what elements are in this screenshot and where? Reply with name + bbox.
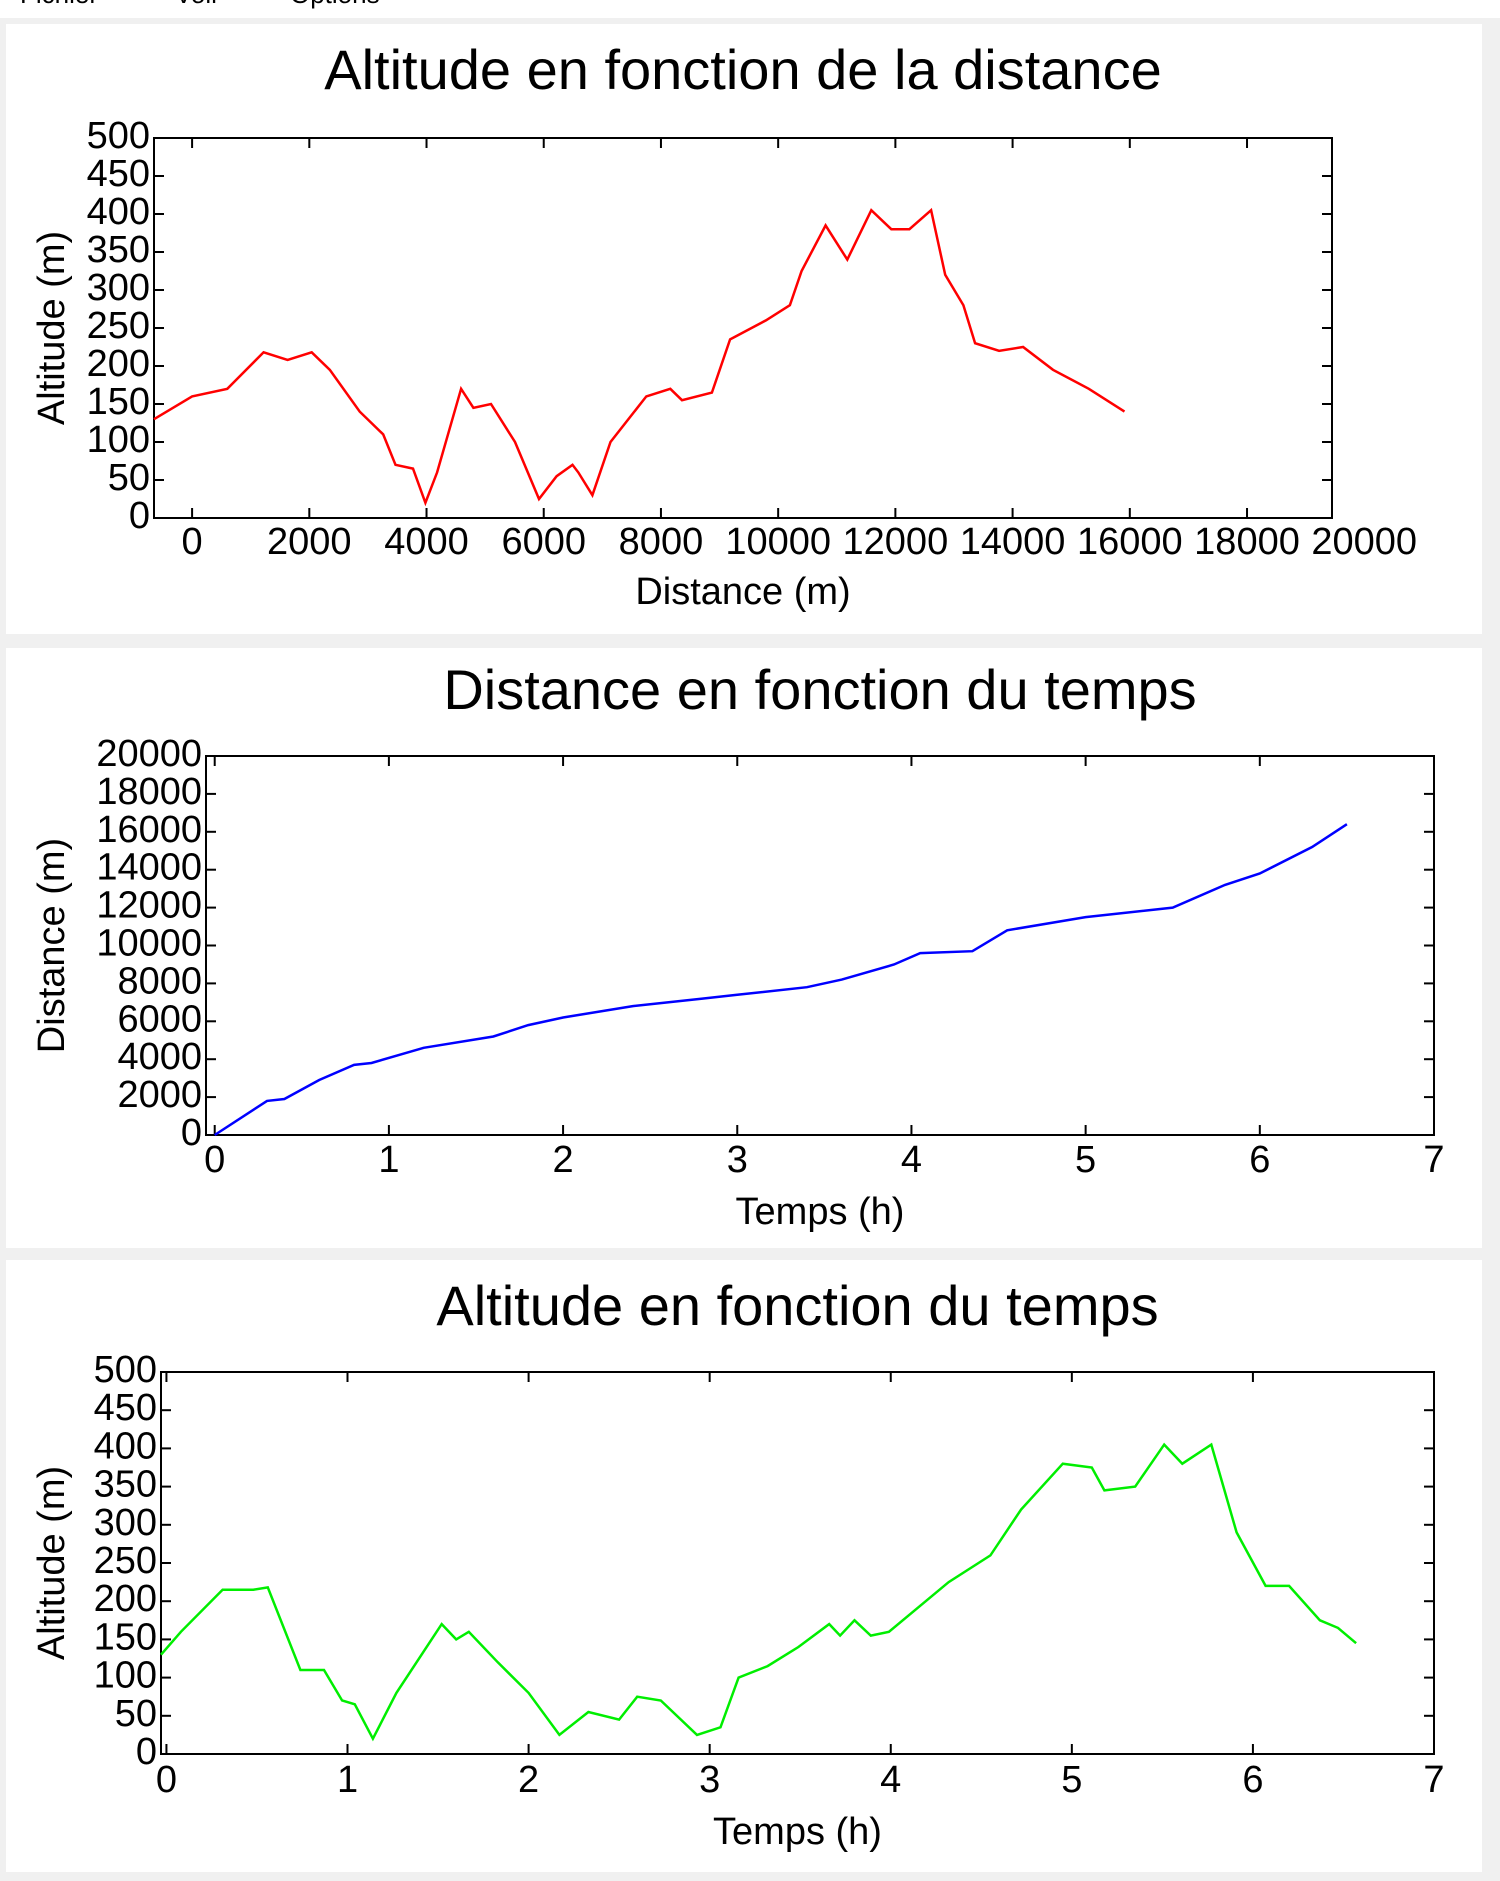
y-tick-label: 100 xyxy=(94,1655,157,1697)
x-tick-label: 2 xyxy=(518,1759,539,1801)
panel xyxy=(6,648,1482,1248)
x-tick-label: 7 xyxy=(1423,1139,1444,1181)
y-tick-label: 300 xyxy=(87,267,150,309)
x-axis-label: Temps (h) xyxy=(713,1811,882,1853)
x-axis-label: Distance (m) xyxy=(635,571,850,613)
x-tick-label: 2 xyxy=(553,1139,574,1181)
y-tick-label: 12000 xyxy=(96,885,202,927)
y-tick-label: 400 xyxy=(87,191,150,233)
plot-frame xyxy=(205,755,1435,1136)
x-axis-label: Temps (h) xyxy=(736,1191,905,1233)
y-axis-label: Altitude (m) xyxy=(31,1466,73,1660)
y-tick-label: 6000 xyxy=(117,998,202,1040)
panel xyxy=(6,1260,1482,1872)
y-tick-label: 14000 xyxy=(96,847,202,889)
y-tick-label: 16000 xyxy=(96,809,202,851)
y-tick-label: 250 xyxy=(87,305,150,347)
x-tick-label: 3 xyxy=(727,1139,748,1181)
plot-frame xyxy=(153,137,1333,519)
data-line xyxy=(153,207,1126,507)
x-tick-label: 7 xyxy=(1423,1759,1444,1801)
x-tick-label: 18000 xyxy=(1194,521,1300,563)
y-tick-label: 4000 xyxy=(117,1036,202,1078)
x-tick-label: 8000 xyxy=(619,521,704,563)
y-tick-label: 400 xyxy=(94,1425,157,1467)
x-tick-label: 6000 xyxy=(501,521,586,563)
data-line xyxy=(160,1442,1357,1742)
x-tick-label: 5 xyxy=(1061,1759,1082,1801)
y-tick-label: 450 xyxy=(87,153,150,195)
y-tick-label: 2000 xyxy=(117,1074,202,1116)
x-tick-label: 12000 xyxy=(843,521,949,563)
y-tick-label: 100 xyxy=(87,419,150,461)
y-tick-label: 50 xyxy=(108,457,150,499)
y-tick-label: 20000 xyxy=(96,733,202,775)
chart-title: Distance en fonction du temps xyxy=(443,658,1196,721)
y-tick-label: 200 xyxy=(94,1578,157,1620)
y-tick-label: 200 xyxy=(87,343,150,385)
x-tick-label: 2000 xyxy=(267,521,352,563)
y-tick-label: 300 xyxy=(94,1502,157,1544)
y-tick-label: 18000 xyxy=(96,771,202,813)
x-tick-label: 4 xyxy=(880,1759,901,1801)
y-tick-label: 250 xyxy=(94,1540,157,1582)
x-tick-label: 6 xyxy=(1242,1759,1263,1801)
data-line xyxy=(214,823,1348,1137)
x-tick-label: 0 xyxy=(156,1759,177,1801)
menu-item[interactable]: Voir xyxy=(175,0,220,9)
menu-item[interactable]: Fichier xyxy=(20,0,98,9)
x-tick-label: 0 xyxy=(204,1139,225,1181)
x-tick-label: 1 xyxy=(337,1759,358,1801)
y-tick-label: 500 xyxy=(87,115,150,157)
x-tick-label: 1 xyxy=(378,1139,399,1181)
chart-title: Altitude en fonction du temps xyxy=(436,1274,1158,1337)
x-tick-label: 5 xyxy=(1075,1139,1096,1181)
x-tick-label: 4000 xyxy=(384,521,469,563)
x-tick-label: 10000 xyxy=(725,521,831,563)
menu-bar xyxy=(0,0,1500,18)
y-tick-label: 500 xyxy=(94,1349,157,1391)
menu-item[interactable]: Options xyxy=(290,0,380,9)
x-tick-label: 6 xyxy=(1249,1139,1270,1181)
y-tick-label: 150 xyxy=(94,1616,157,1658)
x-tick-label: 0 xyxy=(182,521,203,563)
y-tick-label: 50 xyxy=(115,1693,157,1735)
y-tick-label: 10000 xyxy=(96,923,202,965)
y-tick-label: 350 xyxy=(94,1464,157,1506)
x-tick-label: 16000 xyxy=(1077,521,1183,563)
y-axis-label: Altitude (m) xyxy=(31,231,73,425)
x-tick-label: 4 xyxy=(901,1139,922,1181)
y-tick-label: 150 xyxy=(87,381,150,423)
y-tick-label: 0 xyxy=(181,1112,202,1154)
x-tick-label: 3 xyxy=(699,1759,720,1801)
panel xyxy=(6,24,1482,634)
chart-title: Altitude en fonction de la distance xyxy=(324,38,1161,101)
x-tick-label: 20000 xyxy=(1311,521,1417,563)
y-tick-label: 350 xyxy=(87,229,150,271)
x-tick-label: 14000 xyxy=(960,521,1066,563)
y-axis-label: Distance (m) xyxy=(31,838,73,1053)
plot-frame xyxy=(160,1371,1435,1755)
y-tick-label: 0 xyxy=(136,1731,157,1773)
y-tick-label: 8000 xyxy=(117,960,202,1002)
y-tick-label: 450 xyxy=(94,1387,157,1429)
y-tick-label: 0 xyxy=(129,495,150,537)
